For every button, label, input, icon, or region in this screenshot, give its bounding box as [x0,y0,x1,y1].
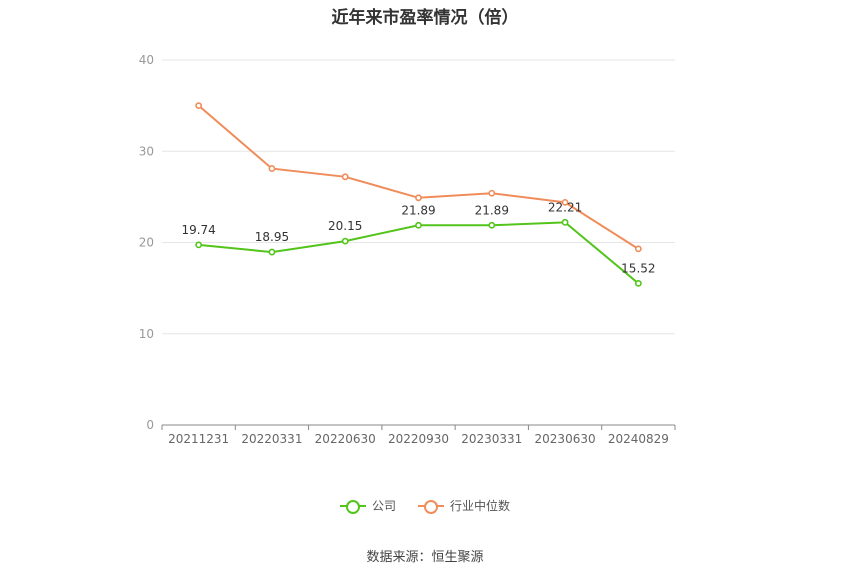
data-label: 20.15 [328,219,362,233]
data-label: 15.52 [621,261,655,275]
data-label: 19.74 [181,223,215,237]
source-note: 数据来源：恒生聚源 [366,550,484,565]
data-point-company [634,279,642,287]
data-point-industry-median [195,102,203,110]
data-point-industry-median [415,194,422,202]
y-tick-label: 10 [139,327,154,341]
chart-title: 近年来市盈率情况（倍） [331,8,519,28]
data-point-industry-median [488,189,496,197]
data-point-industry-median [341,173,349,181]
legend-item-company[interactable]: 公司 [339,497,396,514]
data-point-company [195,241,203,249]
data-point-industry-median [268,165,276,172]
data-point-industry-median [561,198,569,206]
legend-industry-marker [418,499,444,514]
legend-industry-label: 行业中位数 [450,499,511,513]
y-tick-label: 40 [139,53,154,67]
data-label: 21.89 [401,203,435,217]
data-point-industry-median [634,245,642,253]
x-tick-label: 20220630 [315,432,376,446]
x-tick-label: 20230630 [535,432,596,446]
data-label: 21.89 [475,203,509,217]
legend-company-marker [339,499,366,514]
data-point-company [488,221,496,229]
data-label: 22.21 [548,200,582,214]
data-point-company [341,237,349,245]
x-tick-label: 20220331 [241,432,302,446]
legend-company-label: 公司 [371,499,396,513]
y-tick-label: 30 [139,144,154,158]
y-tick-label: 0 [146,418,154,432]
x-tick-label: 20220930 [388,432,449,446]
data-label: 18.95 [255,230,289,244]
legend: 公司 行业中位数 [0,497,850,514]
data-point-company [415,221,422,229]
legend-item-industry-median[interactable]: 行业中位数 [418,497,510,514]
x-tick-label: 20230331 [461,432,522,446]
x-tick-label: 20211231 [168,432,229,446]
y-tick-label: 20 [139,236,154,250]
data-point-company [268,248,276,256]
data-point-company [561,218,569,226]
x-tick-label: 20240829 [608,432,669,446]
